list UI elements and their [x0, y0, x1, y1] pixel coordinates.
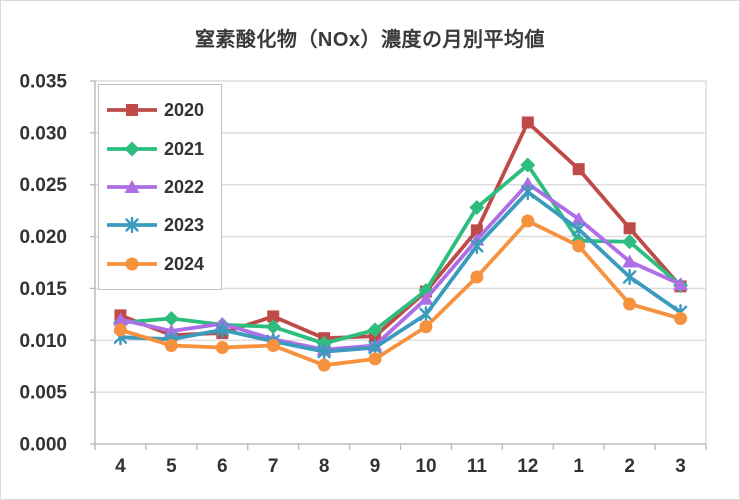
circle-marker [266, 338, 280, 352]
legend-item-2024: 2024 [106, 253, 221, 275]
circle-marker [419, 320, 433, 334]
legend-label: 2023 [164, 215, 205, 236]
asterisk-marker [368, 339, 382, 356]
series-2023 [113, 183, 688, 360]
square-marker [623, 222, 636, 235]
legend-label: 2022 [164, 176, 205, 197]
y-tick-label: 0.005 [19, 383, 67, 404]
series-line-2023 [118, 190, 683, 354]
diamond-marker [124, 141, 140, 157]
square-marker [267, 310, 280, 323]
diamond-marker [469, 200, 485, 216]
series-line-2024 [118, 219, 683, 368]
asterisk-marker [572, 221, 586, 238]
legend-item-2020: 2020 [106, 99, 221, 121]
y-tick-label: 0.020 [19, 227, 67, 248]
asterisk-marker [419, 306, 433, 323]
diamond-marker [163, 311, 179, 327]
asterisk-marker [317, 343, 331, 360]
series-line-2022 [118, 181, 683, 352]
asterisk-marker [521, 183, 535, 201]
square-marker [572, 163, 585, 176]
triangle-marker [124, 179, 140, 193]
circle-marker [623, 297, 637, 311]
legend-item-2022: 2022 [106, 176, 221, 198]
x-tick-label: 11 [467, 456, 488, 477]
y-tick-label: 0.030 [19, 123, 67, 144]
x-tick-label: 6 [217, 456, 228, 477]
x-tick-label: 4 [115, 456, 126, 477]
x-tick-label: 7 [268, 456, 279, 477]
circle-marker [470, 270, 484, 284]
x-tick-label: 5 [166, 456, 177, 477]
asterisk-marker [622, 268, 637, 286]
circle-marker [317, 358, 331, 372]
square-marker [470, 224, 483, 237]
square-marker [126, 104, 138, 117]
chart-title: 窒素酸化物（NOx）濃度の月別平均値 [194, 29, 546, 51]
triangle-marker [163, 323, 179, 337]
triangle-marker [622, 254, 638, 268]
x-tick-label: 2 [624, 456, 635, 477]
diamond-marker [622, 234, 638, 250]
y-tick-label: 0.035 [19, 72, 67, 93]
y-tick-label: 0.015 [19, 279, 67, 300]
triangle-marker [418, 291, 434, 305]
legend-sample-square-icon [107, 104, 157, 117]
x-tick-label: 10 [415, 456, 436, 477]
circle-marker [215, 341, 229, 355]
circle-marker [125, 257, 139, 271]
legend-sample-triangle-icon [107, 179, 157, 193]
series-2024 [113, 214, 688, 372]
asterisk-marker [215, 321, 229, 339]
legend-sample-asterisk-icon [107, 217, 157, 234]
x-tick-label: 9 [370, 456, 381, 477]
circle-marker [572, 239, 586, 253]
legend-item-2023: 2023 [106, 214, 221, 236]
diamond-marker [367, 322, 383, 338]
triangle-marker [112, 312, 128, 326]
square-marker [521, 116, 534, 129]
asterisk-marker [125, 217, 139, 234]
legend-sample-circle-icon [107, 257, 157, 271]
diamond-marker [520, 157, 536, 173]
circle-marker [674, 312, 688, 326]
x-tick-label: 1 [573, 456, 584, 477]
circle-marker [521, 214, 535, 228]
circle-marker [113, 323, 127, 337]
diamond-marker [265, 319, 281, 335]
legend-label: 2024 [164, 253, 205, 274]
circle-marker [164, 338, 178, 352]
legend-sample-diamond-icon [107, 141, 157, 157]
triangle-marker [571, 211, 587, 225]
x-tick-label: 8 [319, 456, 330, 477]
triangle-marker [520, 176, 536, 190]
legend-item-2021: 2021 [106, 138, 221, 160]
x-tick-label: 12 [517, 456, 538, 477]
circle-marker [368, 352, 382, 366]
legend-label: 2020 [164, 100, 205, 121]
legend: 2020 2021 2022 2023 2024 [98, 84, 222, 290]
x-tick-label: 3 [675, 456, 686, 477]
triangle-marker [673, 277, 689, 291]
asterisk-marker [470, 237, 484, 255]
legend-label: 2021 [164, 138, 205, 159]
y-tick-label: 0.025 [19, 175, 67, 196]
y-tick-label: 0.010 [19, 331, 67, 352]
y-tick-label: 0.000 [19, 435, 67, 456]
